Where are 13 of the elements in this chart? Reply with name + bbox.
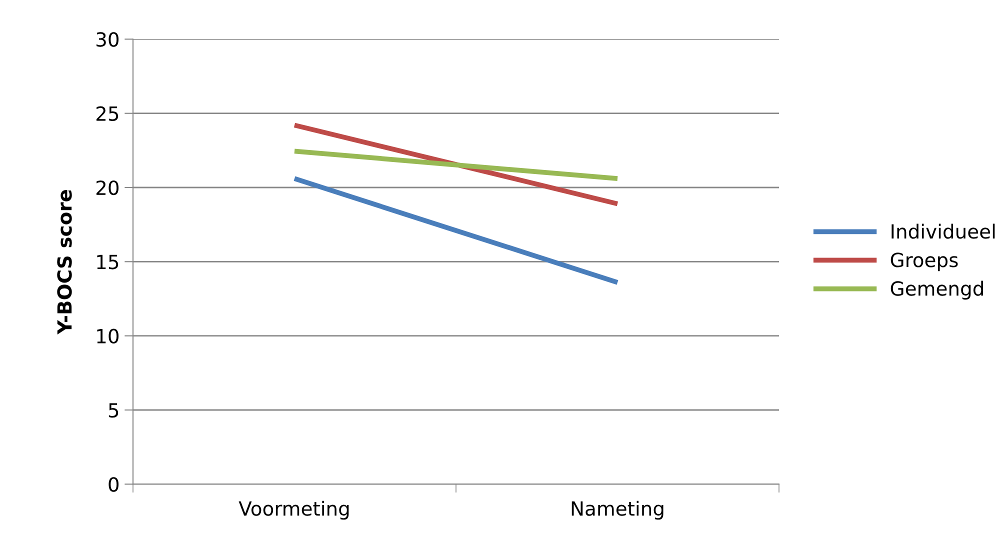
y-axis-title: Y-BOCS score [57, 190, 72, 334]
x-tick-label: Nameting [572, 500, 664, 520]
legend-label: Individueel [892, 224, 995, 239]
x-tick-label: Voormeting [238, 500, 349, 520]
y-tick-label: 10 [97, 328, 119, 344]
y-tick-label: 20 [96, 180, 119, 196]
y-tick-label: 0 [108, 477, 119, 492]
y-tick-label: 15 [97, 254, 118, 270]
y-tick-label: 5 [108, 403, 118, 418]
y-tick-label: 25 [96, 106, 118, 121]
legend-label: Gemengd [890, 280, 983, 300]
legend-label: Groeps [890, 252, 958, 272]
y-tick-label: 30 [96, 32, 119, 47]
